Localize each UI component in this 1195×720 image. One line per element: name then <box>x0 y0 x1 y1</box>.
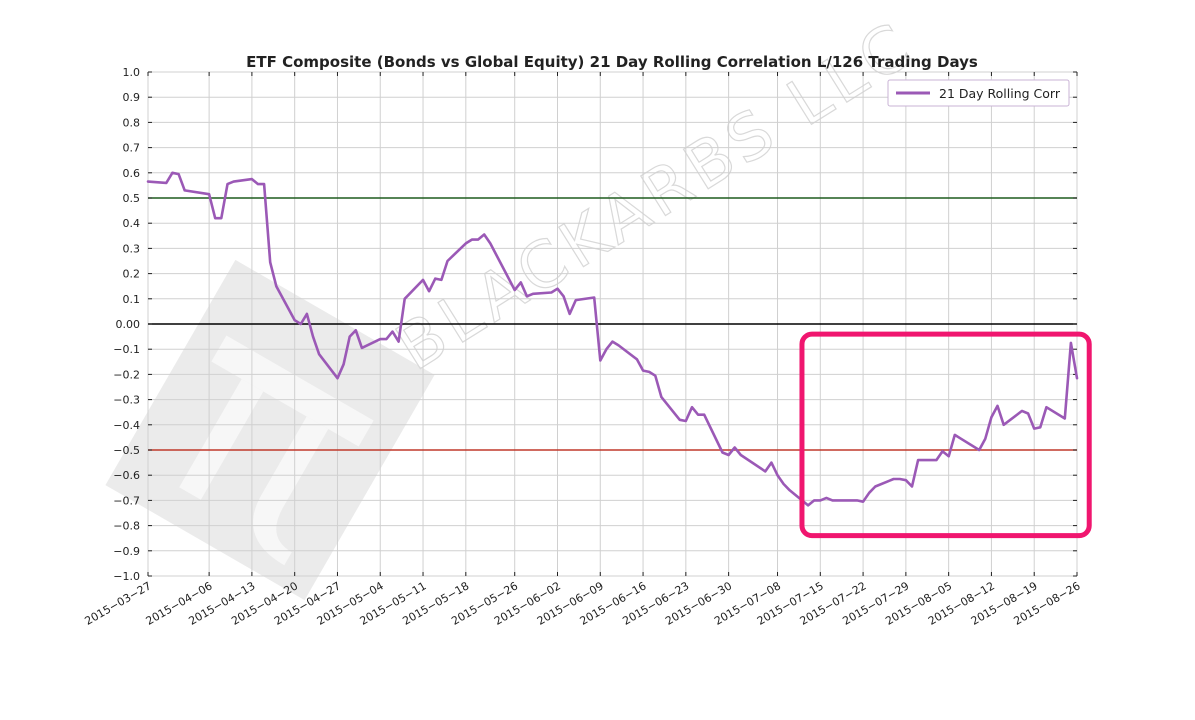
y-tick-label: −1.0 <box>113 570 140 583</box>
y-tick-label: 1.0 <box>123 66 141 79</box>
highlight-box <box>799 331 1092 539</box>
legend[interactable]: 21 Day Rolling Corr <box>887 79 1070 107</box>
legend-label: 21 Day Rolling Corr <box>939 86 1061 101</box>
series-layer <box>146 171 1079 507</box>
y-tick-label: 0.6 <box>123 167 141 180</box>
y-tick-label: 0.3 <box>123 242 141 255</box>
watermark: BLACKARBS LLC <box>105 7 929 601</box>
chart-title: ETF Composite (Bonds vs Global Equity) 2… <box>246 53 978 71</box>
y-tick-label: −0.5 <box>113 444 140 457</box>
reference-lines <box>148 197 1077 451</box>
y-tick-label: 0.2 <box>123 268 141 281</box>
y-tick-label: −0.2 <box>113 368 140 381</box>
y-axis-ticks: 1.0 0.9 0.8 0.7 0.6 0.5 0.4 0.3 0.2 0.1 0.00 −0.1 −0… <box>113 66 1077 583</box>
y-tick-label: 0.8 <box>123 116 141 129</box>
legend-box <box>887 79 1070 107</box>
pi-logo-watermark <box>105 259 435 601</box>
y-tick-label: −0.3 <box>113 394 140 407</box>
y-tick-label: 0.5 <box>123 192 141 205</box>
x-tick-label: 2015−03−27 <box>83 579 154 627</box>
y-tick-label: 0.00 <box>116 318 141 331</box>
grid-lines <box>147 71 1078 577</box>
y-tick-label: −0.8 <box>113 520 140 533</box>
highlight-layer <box>799 331 1092 539</box>
y-tick-label: 0.9 <box>123 91 141 104</box>
y-tick-label: 0.1 <box>123 293 141 306</box>
y-tick-label: −0.7 <box>113 494 140 507</box>
y-tick-label: −0.1 <box>113 343 140 356</box>
series-line <box>146 171 1079 507</box>
y-tick-label: −0.9 <box>113 545 140 558</box>
y-tick-label: −0.6 <box>113 469 140 482</box>
y-tick-label: 0.7 <box>123 142 141 155</box>
y-tick-label: 0.4 <box>123 217 141 230</box>
y-tick-label: −0.4 <box>113 419 140 432</box>
